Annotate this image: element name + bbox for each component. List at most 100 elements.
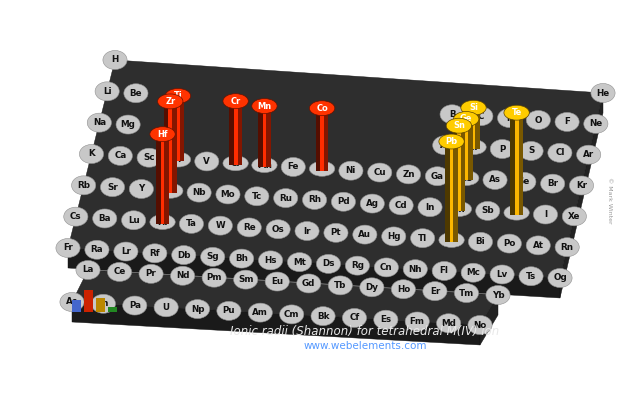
Polygon shape	[510, 113, 515, 214]
Text: Mt: Mt	[293, 258, 306, 267]
Ellipse shape	[123, 296, 147, 315]
Text: Xe: Xe	[568, 212, 580, 221]
Text: Mn: Mn	[257, 102, 271, 110]
Text: Ne: Ne	[589, 119, 602, 128]
Text: Dy: Dy	[365, 283, 378, 292]
Ellipse shape	[367, 163, 392, 182]
Text: Sn: Sn	[452, 204, 465, 214]
Text: Se: Se	[518, 177, 530, 186]
Ellipse shape	[234, 270, 258, 289]
Polygon shape	[472, 108, 476, 149]
Text: O: O	[534, 116, 542, 124]
Text: Fr: Fr	[63, 244, 73, 252]
Ellipse shape	[92, 294, 115, 313]
Text: Lr: Lr	[121, 247, 131, 256]
Text: At: At	[532, 241, 544, 250]
Text: Nh: Nh	[408, 265, 422, 274]
Text: Co: Co	[316, 104, 328, 113]
Text: Tl: Tl	[418, 234, 428, 243]
Ellipse shape	[87, 113, 111, 132]
Polygon shape	[476, 108, 480, 149]
Text: Ti: Ti	[173, 155, 182, 164]
Ellipse shape	[309, 161, 335, 176]
Ellipse shape	[541, 174, 564, 193]
Text: Ti: Ti	[173, 92, 182, 100]
Ellipse shape	[591, 84, 615, 102]
Text: Hf: Hf	[157, 130, 168, 139]
Text: Te: Te	[511, 208, 522, 217]
Ellipse shape	[454, 171, 479, 186]
Bar	[96, 298, 105, 312]
Text: Ds: Ds	[322, 259, 335, 268]
Text: Cr: Cr	[230, 159, 241, 168]
Ellipse shape	[230, 249, 253, 268]
Ellipse shape	[252, 158, 277, 172]
Text: Hg: Hg	[387, 232, 401, 241]
Ellipse shape	[295, 222, 319, 240]
Ellipse shape	[374, 258, 399, 277]
Text: Ga: Ga	[431, 172, 444, 181]
Text: Si: Si	[468, 143, 478, 152]
Ellipse shape	[461, 100, 486, 115]
Text: Th: Th	[97, 299, 109, 308]
Text: Es: Es	[380, 315, 392, 324]
Ellipse shape	[324, 223, 348, 242]
Ellipse shape	[60, 292, 84, 312]
Text: Fe: Fe	[287, 162, 299, 172]
Ellipse shape	[490, 140, 515, 158]
Ellipse shape	[150, 214, 175, 230]
Text: Ba: Ba	[99, 214, 111, 223]
Ellipse shape	[555, 238, 579, 257]
Ellipse shape	[461, 263, 485, 282]
Ellipse shape	[342, 308, 367, 328]
Text: Tb: Tb	[334, 281, 346, 290]
Ellipse shape	[85, 240, 109, 259]
Ellipse shape	[122, 211, 146, 230]
Text: No: No	[474, 320, 486, 330]
Text: Hf: Hf	[157, 218, 168, 226]
Text: Ac: Ac	[66, 298, 78, 306]
Text: H: H	[111, 56, 118, 64]
Ellipse shape	[124, 84, 148, 103]
Text: Cf: Cf	[349, 314, 360, 322]
Text: Y: Y	[138, 184, 145, 194]
Ellipse shape	[202, 268, 226, 287]
Text: Er: Er	[430, 287, 440, 296]
Text: I: I	[544, 210, 547, 219]
Text: Mc: Mc	[466, 268, 480, 277]
Ellipse shape	[353, 225, 377, 244]
Text: Ru: Ru	[279, 194, 292, 202]
Ellipse shape	[216, 185, 240, 204]
Ellipse shape	[223, 156, 248, 171]
Polygon shape	[234, 101, 237, 165]
Text: Pt: Pt	[331, 228, 341, 237]
Text: Nb: Nb	[193, 188, 206, 197]
Text: Cu: Cu	[373, 168, 386, 177]
Polygon shape	[464, 119, 468, 180]
Ellipse shape	[170, 266, 195, 285]
Polygon shape	[467, 108, 472, 149]
Ellipse shape	[497, 234, 522, 253]
Ellipse shape	[476, 201, 500, 220]
Text: Li: Li	[103, 87, 111, 96]
Text: Au: Au	[358, 230, 371, 239]
Text: © Mark Winter: © Mark Winter	[607, 177, 612, 223]
Polygon shape	[68, 60, 603, 278]
Ellipse shape	[103, 50, 127, 70]
Ellipse shape	[72, 176, 96, 195]
Ellipse shape	[439, 134, 464, 149]
Ellipse shape	[311, 307, 335, 326]
Polygon shape	[237, 101, 242, 165]
Ellipse shape	[396, 165, 420, 184]
Text: N: N	[506, 114, 513, 122]
Ellipse shape	[346, 256, 369, 275]
Ellipse shape	[411, 229, 435, 248]
Text: Db: Db	[177, 250, 191, 260]
Ellipse shape	[519, 267, 543, 286]
Polygon shape	[180, 96, 184, 162]
Text: Br: Br	[547, 179, 558, 188]
Ellipse shape	[486, 286, 510, 304]
Polygon shape	[156, 134, 161, 224]
Polygon shape	[515, 113, 518, 214]
Ellipse shape	[418, 198, 442, 217]
